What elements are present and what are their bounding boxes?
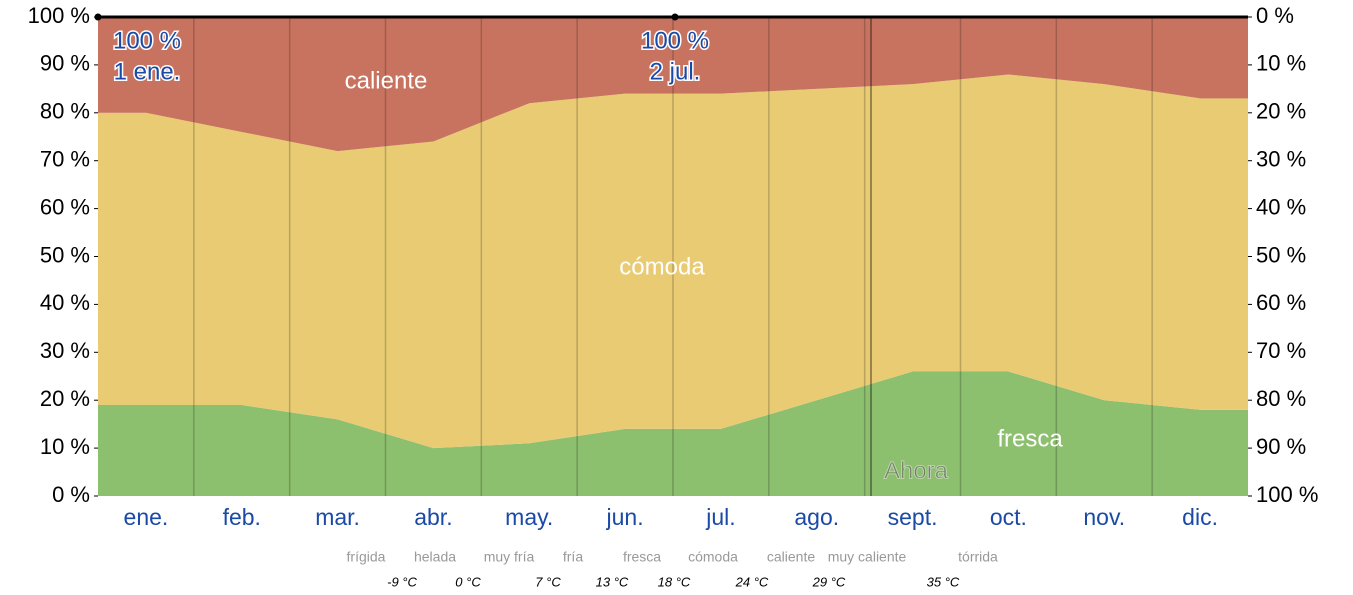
area-edge — [98, 112, 147, 405]
y2-tick-label: 20 % — [1256, 99, 1306, 124]
y-tick-label: 20 % — [40, 386, 90, 411]
band-label: muy fría — [484, 549, 535, 565]
y-tick-label: 0 % — [52, 482, 90, 507]
y2-tick-label: 10 % — [1256, 51, 1306, 76]
x-tick-label: jul. — [705, 504, 735, 530]
y-tick-label: 10 % — [40, 434, 90, 459]
annotation-value: 100 % — [113, 27, 181, 54]
band-label: muy caliente — [828, 549, 907, 565]
band-label: helada — [414, 549, 456, 565]
area-edge — [1199, 98, 1248, 410]
series-label: fresca — [997, 425, 1063, 452]
y2-tick-label: 50 % — [1256, 242, 1306, 267]
band-label: caliente — [767, 549, 815, 565]
x-tick-label: ene. — [124, 504, 169, 530]
series-label: cómoda — [619, 253, 705, 280]
annotation-date: 2 jul. — [650, 58, 701, 85]
threshold-label: 18 °C — [658, 574, 691, 589]
marker — [671, 13, 679, 21]
y2-tick-label: 80 % — [1256, 386, 1306, 411]
y-tick-label: 30 % — [40, 338, 90, 363]
area-edge — [1199, 17, 1248, 99]
y-tick-label: 50 % — [40, 242, 90, 267]
area — [145, 371, 1201, 496]
x-tick-label: mar. — [315, 504, 360, 530]
marker — [94, 13, 102, 21]
band-label: cómoda — [688, 549, 738, 565]
x-tick-label: abr. — [414, 504, 452, 530]
threshold-label: 35 °C — [927, 574, 960, 589]
series-label: caliente — [345, 67, 428, 94]
area-edge — [98, 404, 147, 496]
band-label: fría — [563, 549, 583, 565]
y2-tick-label: 60 % — [1256, 290, 1306, 315]
threshold-label: 24 °C — [735, 574, 769, 589]
threshold-label: 7 °C — [535, 574, 561, 589]
band-label: fresca — [623, 549, 661, 565]
y-tick-label: 100 % — [28, 3, 90, 28]
area-edge — [1199, 409, 1248, 496]
y-tick-label: 90 % — [40, 51, 90, 76]
x-tick-label: may. — [505, 504, 553, 530]
area — [145, 17, 1201, 152]
x-tick-label: nov. — [1083, 504, 1125, 530]
y2-tick-label: 40 % — [1256, 194, 1306, 219]
y2-tick-label: 100 % — [1256, 482, 1318, 507]
threshold-label: 29 °C — [812, 574, 846, 589]
x-tick-label: dic. — [1182, 504, 1218, 530]
band-label: tórrida — [958, 549, 998, 565]
y2-tick-label: 0 % — [1256, 3, 1294, 28]
threshold-label: 0 °C — [455, 574, 481, 589]
annotation-value: 100 % — [641, 27, 709, 54]
x-tick-label: feb. — [223, 504, 261, 530]
area — [145, 74, 1201, 449]
area-edge — [98, 17, 147, 113]
y-tick-label: 60 % — [40, 194, 90, 219]
y-tick-label: 80 % — [40, 99, 90, 124]
now-label: Ahora — [884, 457, 949, 484]
y2-tick-label: 70 % — [1256, 338, 1306, 363]
annotation-date: 1 ene. — [114, 58, 181, 85]
y2-tick-label: 90 % — [1256, 434, 1306, 459]
y2-tick-label: 30 % — [1256, 147, 1306, 172]
x-tick-label: sept. — [888, 504, 938, 530]
y-tick-label: 70 % — [40, 147, 90, 172]
y-tick-label: 40 % — [40, 290, 90, 315]
x-tick-label: oct. — [990, 504, 1027, 530]
band-label: frígida — [347, 549, 386, 565]
x-tick-label: jun. — [606, 504, 644, 530]
x-tick-label: ago. — [794, 504, 839, 530]
threshold-label: -9 °C — [387, 574, 417, 589]
threshold-label: 13 °C — [596, 574, 629, 589]
